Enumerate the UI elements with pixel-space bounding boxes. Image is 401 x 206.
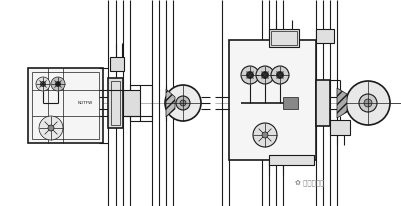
Circle shape bbox=[261, 71, 268, 78]
Bar bbox=[108, 78, 123, 128]
Polygon shape bbox=[336, 88, 346, 118]
Bar bbox=[123, 90, 140, 116]
Circle shape bbox=[176, 96, 190, 110]
Circle shape bbox=[51, 77, 65, 91]
Circle shape bbox=[276, 71, 283, 78]
Circle shape bbox=[164, 85, 200, 121]
Bar bbox=[315, 29, 333, 43]
Bar bbox=[32, 72, 99, 139]
Circle shape bbox=[363, 99, 371, 107]
Polygon shape bbox=[166, 89, 174, 117]
Circle shape bbox=[39, 116, 63, 140]
Circle shape bbox=[241, 66, 258, 84]
Bar bbox=[315, 80, 329, 126]
Bar bbox=[110, 57, 124, 71]
Circle shape bbox=[358, 94, 376, 112]
Text: ✿ 中国阀与网: ✿ 中国阀与网 bbox=[294, 180, 324, 186]
Bar bbox=[28, 68, 103, 143]
Bar bbox=[209, 0, 401, 206]
Text: NOTFW: NOTFW bbox=[78, 101, 93, 105]
Circle shape bbox=[345, 81, 389, 125]
Circle shape bbox=[252, 123, 276, 147]
Circle shape bbox=[36, 77, 50, 91]
Bar bbox=[268, 29, 298, 47]
Circle shape bbox=[255, 66, 273, 84]
Bar bbox=[282, 97, 297, 109]
Circle shape bbox=[180, 100, 186, 106]
Bar bbox=[111, 81, 120, 125]
Circle shape bbox=[270, 66, 288, 84]
Bar bbox=[329, 120, 349, 135]
Circle shape bbox=[48, 125, 54, 131]
Circle shape bbox=[41, 82, 45, 87]
Bar bbox=[268, 155, 313, 165]
Bar bbox=[229, 40, 315, 160]
Bar bbox=[0, 0, 209, 206]
Circle shape bbox=[246, 71, 253, 78]
Bar bbox=[270, 31, 296, 45]
Circle shape bbox=[55, 82, 60, 87]
Circle shape bbox=[261, 132, 267, 138]
